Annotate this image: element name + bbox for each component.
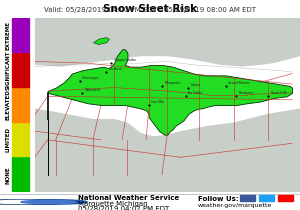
- Bar: [12, 123, 29, 156]
- Text: Wakefield: Wakefield: [85, 88, 100, 92]
- Bar: [12, 158, 29, 191]
- Text: ELEVATED: ELEVATED: [5, 90, 10, 120]
- Bar: [278, 195, 293, 201]
- Bar: [12, 18, 29, 52]
- Text: EXTREME: EXTREME: [5, 21, 10, 50]
- Text: SIGNIFICANT: SIGNIFICANT: [5, 50, 10, 90]
- Bar: [12, 53, 29, 87]
- Circle shape: [0, 200, 48, 203]
- Text: weather.gov/marquette: weather.gov/marquette: [198, 203, 272, 208]
- Circle shape: [0, 200, 60, 204]
- Text: La Anse: La Anse: [109, 67, 122, 71]
- Circle shape: [9, 200, 87, 204]
- Bar: [12, 88, 29, 122]
- Text: Sault S.M.: Sault S.M.: [271, 91, 287, 95]
- Text: National Weather Service: National Weather Service: [78, 195, 179, 201]
- Text: Marquette Michigan: Marquette Michigan: [78, 201, 148, 207]
- Text: Iron Mtn: Iron Mtn: [151, 100, 164, 104]
- Text: Ontonagon: Ontonagon: [82, 76, 100, 80]
- Text: Copper Harbo: Copper Harbo: [114, 58, 136, 62]
- Text: Gwinn: Gwinn: [191, 83, 201, 87]
- Text: Au Sable: Au Sable: [188, 91, 203, 95]
- Bar: [259, 195, 274, 201]
- Text: Grand Marais: Grand Marais: [228, 81, 250, 85]
- Text: NONE: NONE: [5, 166, 10, 184]
- Text: 05/28/2019 04:02 PM EDT: 05/28/2019 04:02 PM EDT: [78, 206, 169, 210]
- Text: LIMITED: LIMITED: [5, 127, 10, 152]
- Bar: [240, 195, 255, 201]
- Text: Snow Sleet Risk: Snow Sleet Risk: [103, 4, 197, 14]
- Text: Valid: 05/28/2019 04:00 PM EDT - 05/29/2019 08:00 AM EDT: Valid: 05/28/2019 04:00 PM EDT - 05/29/2…: [44, 7, 256, 13]
- Text: Newberry: Newberry: [239, 91, 254, 95]
- Text: Marquette: Marquette: [165, 81, 181, 85]
- Circle shape: [21, 200, 75, 203]
- Text: Follow Us:: Follow Us:: [198, 196, 238, 202]
